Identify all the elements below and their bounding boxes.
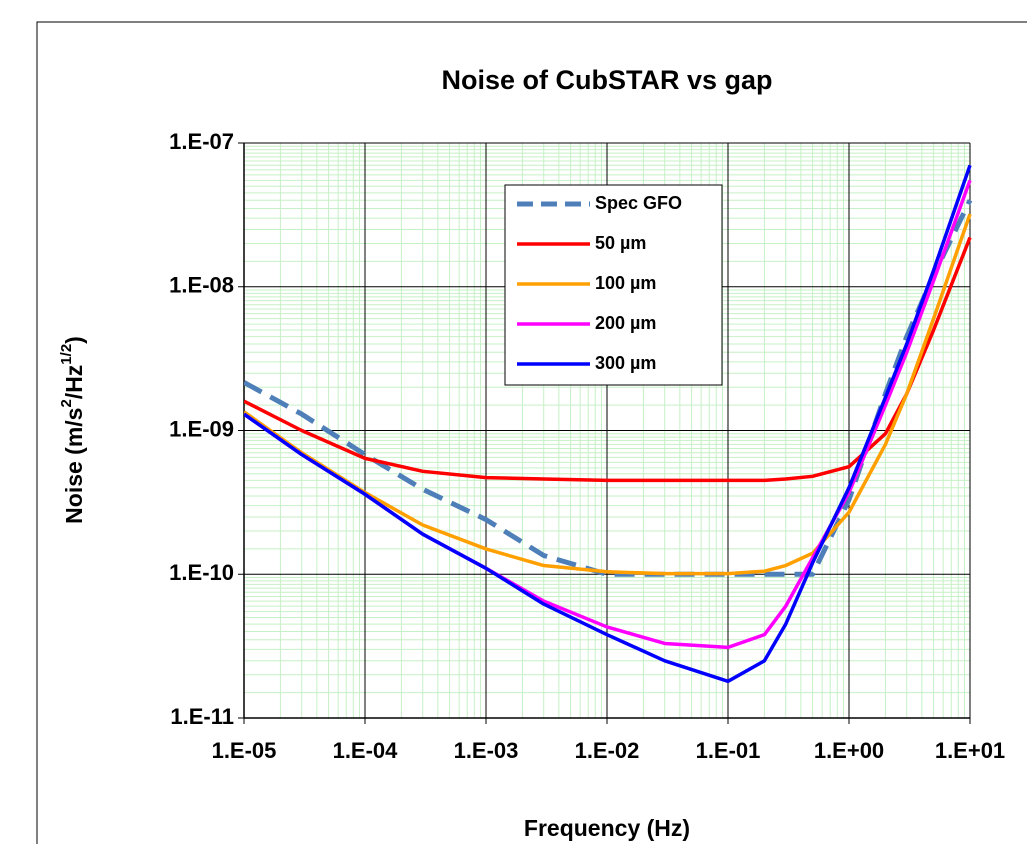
y-tick-label: 1.E-10 [169,560,234,585]
legend-label: 50 µm [595,233,646,253]
x-tick-label: 1.E-01 [696,738,761,763]
y-tick-label: 1.E-09 [169,416,234,441]
chart-title: Noise of CubSTAR vs gap [441,65,772,95]
series-line [244,199,973,577]
legend-label: Spec GFO [595,193,682,213]
series-line [244,236,972,483]
x-tick-label: 1.E-03 [454,738,519,763]
y-axis-label: Noise (m/s2/Hz1/2) [58,336,87,524]
y-label-part: Noise (m/s [61,408,87,524]
x-axis-label: Frequency (Hz) [524,815,690,841]
series-line [244,213,972,576]
x-tick-label: 1.E-02 [575,738,640,763]
series-line [244,164,972,684]
x-tick-label: 1.E+00 [814,738,884,763]
y-label-superscript: 2 [58,399,75,407]
legend-label: 300 µm [595,353,656,373]
x-tick-label: 1.E-04 [333,738,399,763]
y-label-superscript: 1/2 [58,344,75,365]
legend-label: 200 µm [595,313,656,333]
y-label-part: ) [61,336,87,344]
y-tick-label: 1.E-08 [169,273,234,298]
y-tick-label: 1.E-11 [170,704,234,729]
frame [36,21,1027,844]
x-tick-label: 1.E+01 [935,738,1005,763]
legend-label: 100 µm [595,273,656,293]
y-label-part: /Hz [61,365,87,400]
y-tick-label: 1.E-07 [169,129,234,154]
x-tick-label: 1.E-05 [212,738,277,763]
